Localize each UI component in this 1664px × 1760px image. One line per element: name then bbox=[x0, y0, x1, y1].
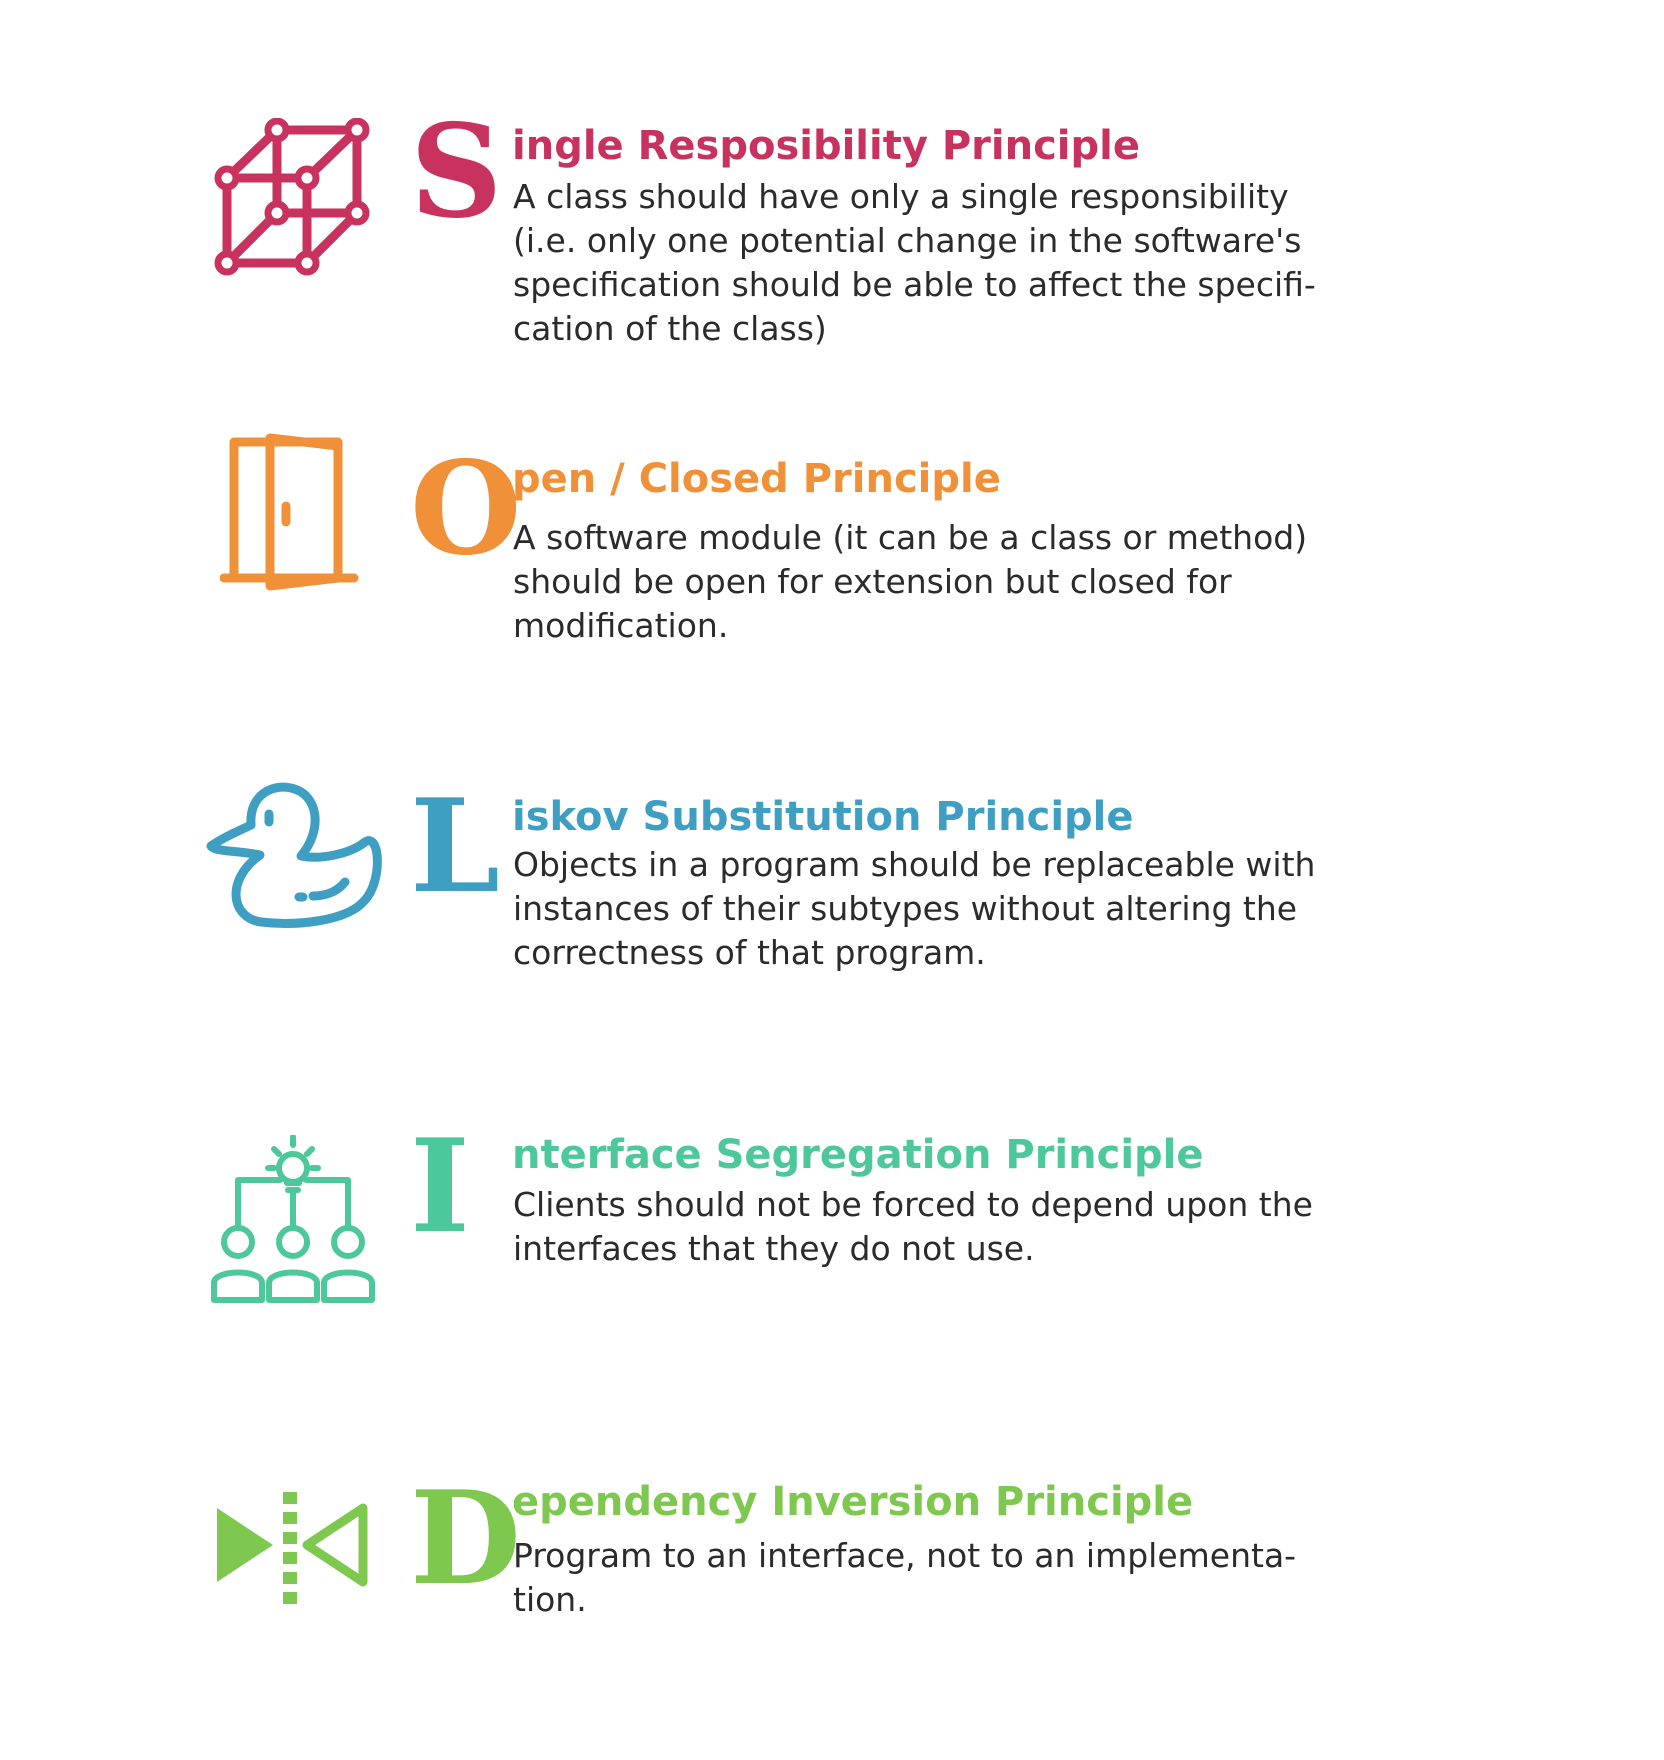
principle-description: Objects in a program should be replaceab… bbox=[513, 845, 1316, 972]
principle-description: Clients should not be forced to depend u… bbox=[513, 1185, 1313, 1268]
rubber-duck-icon bbox=[205, 780, 385, 930]
principle-description: Program to an interface, not to an imple… bbox=[513, 1536, 1297, 1619]
cube-icon bbox=[212, 118, 382, 288]
principle-letter: O bbox=[410, 434, 522, 584]
principle-title: iskov Substitution Principle bbox=[512, 794, 1134, 840]
principle-letter: L bbox=[410, 772, 500, 922]
principle-description: A class should have only a single respon… bbox=[513, 177, 1316, 348]
principle-letter: D bbox=[410, 1464, 521, 1614]
principle-title: nterface Segregation Principle bbox=[512, 1132, 1204, 1178]
principle-title: ependency Inversion Principle bbox=[512, 1479, 1194, 1525]
principle-title: pen / Closed Principle bbox=[512, 456, 1001, 502]
principle-letter: S bbox=[410, 97, 503, 247]
idea-team-icon bbox=[208, 1135, 378, 1305]
principle-description: A software module (it can be a class or … bbox=[513, 518, 1308, 645]
principle-letter: I bbox=[410, 1112, 470, 1262]
open-door-icon bbox=[220, 428, 370, 598]
principle-title: ingle Resposibility Principle bbox=[512, 123, 1140, 169]
inversion-arrows-icon bbox=[215, 1490, 370, 1610]
